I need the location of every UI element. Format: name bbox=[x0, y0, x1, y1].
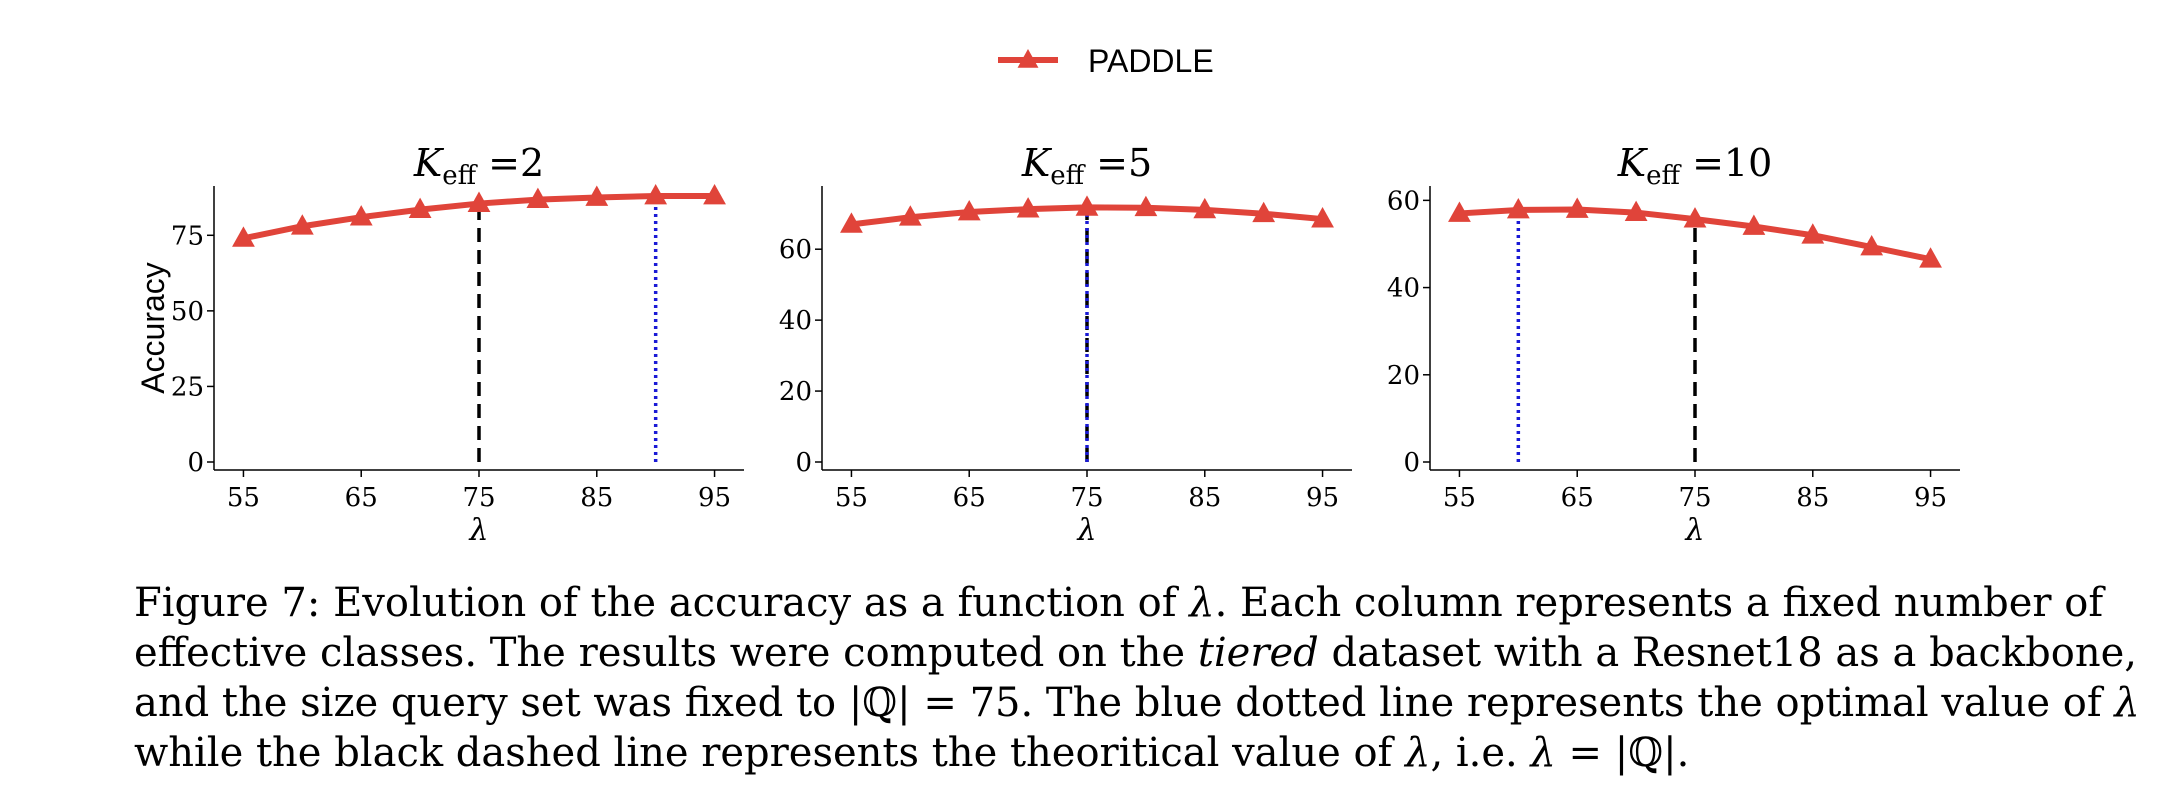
data-point bbox=[1252, 201, 1276, 223]
caption-text: = |ℚ|. bbox=[1555, 730, 1690, 776]
data-point bbox=[1742, 214, 1766, 235]
x-tick-label: 55 bbox=[835, 483, 868, 513]
legend-label: PADDLE bbox=[1088, 43, 1214, 79]
data-point bbox=[1193, 197, 1217, 219]
x-tick-label: 75 bbox=[462, 483, 495, 513]
caption-text: while the black dashed line represents t… bbox=[134, 730, 1406, 776]
data-point bbox=[1624, 200, 1648, 221]
caption-text: , i.e. bbox=[1430, 730, 1531, 776]
caption-math: λ bbox=[1189, 580, 1215, 626]
caption-line-1: Figure 7: Evolution of the accuracy as a… bbox=[134, 580, 2103, 626]
panel-title: Keff =10 bbox=[1617, 141, 1773, 191]
caption-line-3: and the size query set was fixed to |ℚ| … bbox=[134, 680, 2140, 726]
data-point bbox=[703, 184, 726, 205]
x-tick-label: 95 bbox=[1306, 483, 1339, 513]
y-axis-label: Accuracy bbox=[135, 262, 171, 394]
data-point bbox=[1919, 247, 1942, 268]
data-point bbox=[840, 212, 863, 233]
caption-math: λ bbox=[2114, 680, 2140, 726]
legend-marker bbox=[1017, 49, 1039, 68]
data-point bbox=[1565, 197, 1589, 218]
x-axis-label: λ bbox=[1076, 513, 1096, 548]
x-tick-label: 65 bbox=[953, 483, 986, 513]
x-tick-label: 65 bbox=[345, 483, 378, 513]
data-point bbox=[1801, 223, 1825, 244]
y-tick-label: 20 bbox=[779, 377, 812, 407]
panel-title: Keff =5 bbox=[1021, 141, 1152, 191]
x-tick-label: 85 bbox=[580, 483, 613, 513]
y-tick-label: 40 bbox=[779, 306, 812, 336]
chart-panel-3: Keff =10 55 65 75 85 95 λ 0 20 40 60 bbox=[1387, 141, 1960, 548]
legend: PADDLE bbox=[998, 43, 1214, 79]
data-point bbox=[349, 205, 373, 226]
data-point bbox=[1506, 197, 1530, 219]
data-point bbox=[1860, 235, 1884, 256]
caption-math: λ bbox=[1530, 730, 1556, 776]
data-point bbox=[1311, 207, 1334, 228]
caption-line-2: effective classes. The results were comp… bbox=[134, 630, 2137, 676]
y-tick-label: 0 bbox=[187, 448, 204, 478]
x-tick-label: 85 bbox=[1796, 483, 1829, 513]
data-point bbox=[290, 214, 314, 235]
data-point bbox=[408, 197, 432, 219]
data-point bbox=[526, 187, 550, 209]
data-point bbox=[467, 191, 491, 212]
x-tick-label: 55 bbox=[1443, 483, 1476, 513]
data-point bbox=[1075, 195, 1099, 216]
x-axis-label: λ bbox=[468, 513, 488, 548]
y-tick-label: 60 bbox=[1387, 186, 1420, 216]
x-tick-label: 75 bbox=[1678, 483, 1711, 513]
x-tick-label: 75 bbox=[1070, 483, 1103, 513]
y-tick-label: 0 bbox=[795, 448, 812, 478]
data-point bbox=[1683, 207, 1707, 228]
caption-text: effective classes. The results were comp… bbox=[134, 630, 1198, 676]
y-tick-label: 0 bbox=[1403, 448, 1420, 478]
y-tick-label: 60 bbox=[779, 235, 812, 265]
y-tick-label: 20 bbox=[1387, 361, 1420, 391]
data-point bbox=[1134, 195, 1158, 217]
data-point bbox=[585, 185, 609, 206]
chart-panel-2: Keff =5 55 65 75 85 95 λ 0 20 40 60 bbox=[779, 141, 1352, 548]
data-point bbox=[232, 226, 255, 247]
data-point bbox=[1016, 197, 1040, 218]
data-point bbox=[957, 199, 981, 221]
x-axis-label: λ bbox=[1684, 513, 1704, 548]
data-point bbox=[898, 205, 922, 226]
data-point bbox=[644, 184, 668, 205]
caption-text: and the size query set was fixed to |ℚ| … bbox=[134, 680, 2115, 726]
x-tick-label: 65 bbox=[1561, 483, 1594, 513]
x-tick-label: 95 bbox=[1914, 483, 1947, 513]
caption-math: λ bbox=[1405, 730, 1431, 776]
caption-emphasis: tiered bbox=[1197, 630, 1319, 676]
y-tick-label: 50 bbox=[171, 297, 204, 327]
y-tick-label: 40 bbox=[1387, 274, 1420, 304]
figure-caption: Figure 7: Evolution of the accuracy as a… bbox=[134, 578, 2140, 778]
x-tick-label: 95 bbox=[698, 483, 731, 513]
y-tick-label: 25 bbox=[171, 372, 204, 402]
caption-line-4: while the black dashed line represents t… bbox=[134, 730, 1689, 776]
caption-text: dataset with a Resnet18 as a backbone, bbox=[1318, 630, 2137, 676]
panel-title: Keff =2 bbox=[413, 141, 544, 191]
caption-text: . Each column represents a fixed number … bbox=[1214, 580, 2104, 626]
x-tick-label: 85 bbox=[1188, 483, 1221, 513]
caption-text: Figure 7: Evolution of the accuracy as a… bbox=[134, 580, 1190, 626]
x-tick-label: 55 bbox=[227, 483, 260, 513]
data-point bbox=[1448, 201, 1471, 222]
y-tick-label: 75 bbox=[171, 221, 204, 251]
